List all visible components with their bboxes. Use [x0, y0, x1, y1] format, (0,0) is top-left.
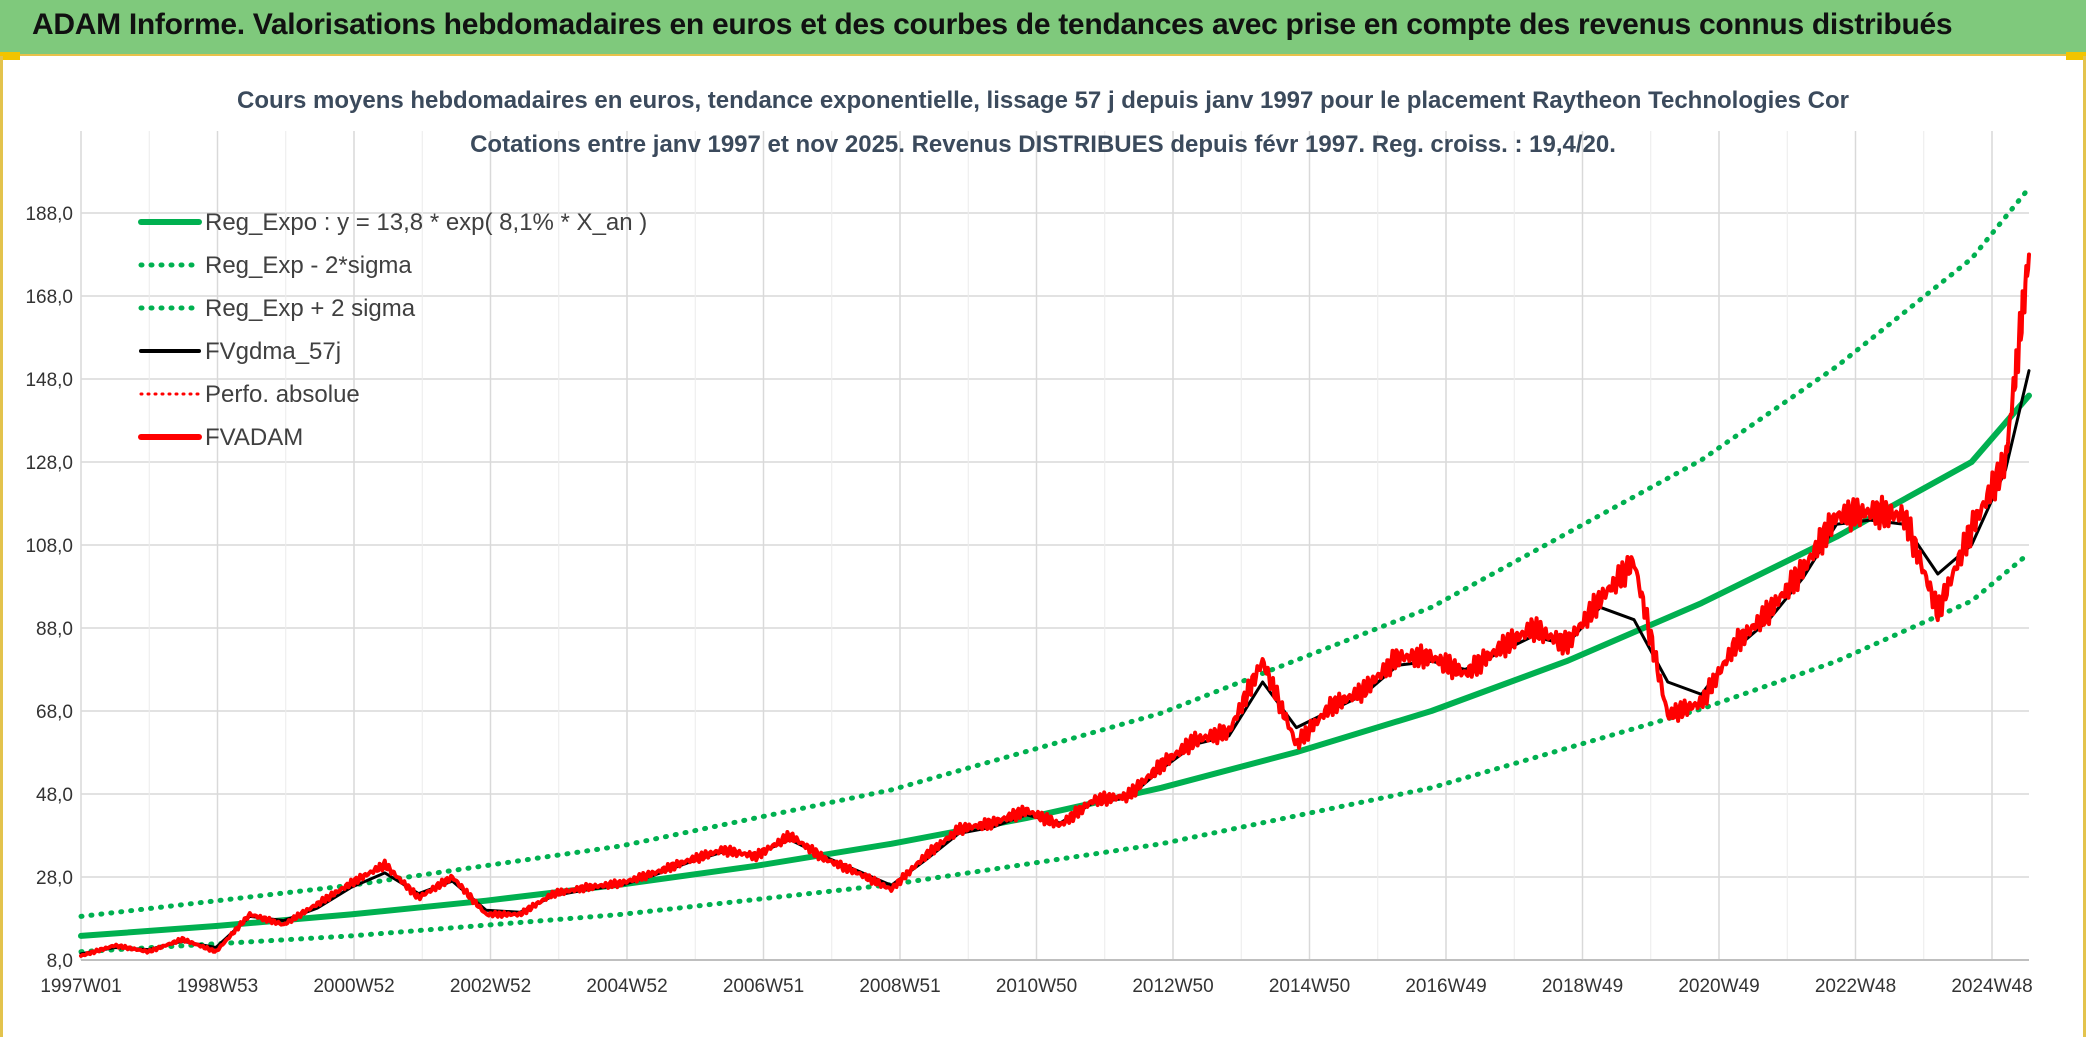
- y-tick-label: 8,0: [47, 951, 73, 972]
- y-tick-label: 148,0: [25, 370, 73, 391]
- y-tick-label: 48,0: [36, 785, 73, 806]
- x-tick-label: 1997W01: [40, 976, 121, 997]
- corner-mark-right: [2066, 52, 2086, 60]
- y-tick-label: 128,0: [25, 453, 73, 474]
- y-tick-label: 108,0: [25, 536, 73, 557]
- legend: Reg_Expo : y = 13,8 * exp( 8,1% * X_an )…: [138, 209, 647, 451]
- corner-mark-left: [0, 52, 20, 60]
- legend-perfo-absolue-label: Perfo. absolue: [205, 381, 360, 408]
- y-tick-label: 88,0: [36, 619, 73, 640]
- x-tick-label: 2006W51: [723, 976, 804, 997]
- fvadam-line: [79, 252, 2031, 958]
- report-title: ADAM Informe. Valorisations hebdomadaire…: [32, 8, 1953, 41]
- series: [78, 185, 2032, 958]
- x-tick-label: 2020W49: [1678, 976, 1759, 997]
- x-tick-label: 2022W48: [1815, 976, 1896, 997]
- legend-reg-plus-2sigma-label: Reg_Exp + 2 sigma: [205, 295, 416, 322]
- report-banner: ADAM Informe. Valorisations hebdomadaire…: [0, 0, 2086, 56]
- x-tick-label: 2012W50: [1132, 976, 1213, 997]
- reg-expo-line: [78, 392, 2032, 939]
- x-tick-label: 2016W49: [1405, 976, 1486, 997]
- legend-fvadam-label: FVADAM: [205, 424, 303, 451]
- gridlines: [80, 131, 2029, 961]
- reg-plus-2sigma-line: [78, 185, 2032, 919]
- x-tick-label: 2014W50: [1269, 976, 1350, 997]
- reg-minus-2sigma-line: [78, 550, 2032, 955]
- chart-area: 8,0 28,0 48,0 68,0 88,0 108,0 128,0 148,0 168,0 1…: [0, 56, 2086, 1037]
- x-tick-label: 2002W52: [450, 976, 531, 997]
- x-tick-label: 2008W51: [859, 976, 940, 997]
- x-tick-label: 2018W49: [1542, 976, 1623, 997]
- legend-fvgdma-57j-label: FVgdma_57j: [205, 338, 341, 365]
- legend-reg-expo-label: Reg_Expo : y = 13,8 * exp( 8,1% * X_an ): [205, 209, 647, 236]
- x-tick-label: 2024W48: [1951, 976, 2032, 997]
- x-tick-label: 2010W50: [996, 976, 1077, 997]
- x-tick-label: 1998W53: [177, 976, 258, 997]
- fvgdma-57j-line: [79, 369, 2031, 956]
- legend-reg-minus-2sigma-label: Reg_Exp - 2*sigma: [205, 252, 412, 279]
- axes: 8,0 28,0 48,0 68,0 88,0 108,0 128,0 148,0 168,0 1…: [25, 204, 2032, 997]
- y-tick-label: 188,0: [25, 204, 73, 225]
- x-tick-label: 2004W52: [586, 976, 667, 997]
- y-tick-label: 28,0: [36, 868, 73, 889]
- line-chart: 8,0 28,0 48,0 68,0 88,0 108,0 128,0 148,0 168,0 1…: [25, 87, 2032, 997]
- x-tick-label: 2000W52: [313, 976, 394, 997]
- y-tick-label: 168,0: [25, 287, 73, 308]
- y-tick-label: 68,0: [36, 702, 73, 723]
- chart-title: Cours moyens hebdomadaires en euros, ten…: [237, 87, 1849, 114]
- chart-subtitle: Cotations entre janv 1997 et nov 2025. R…: [470, 131, 1616, 158]
